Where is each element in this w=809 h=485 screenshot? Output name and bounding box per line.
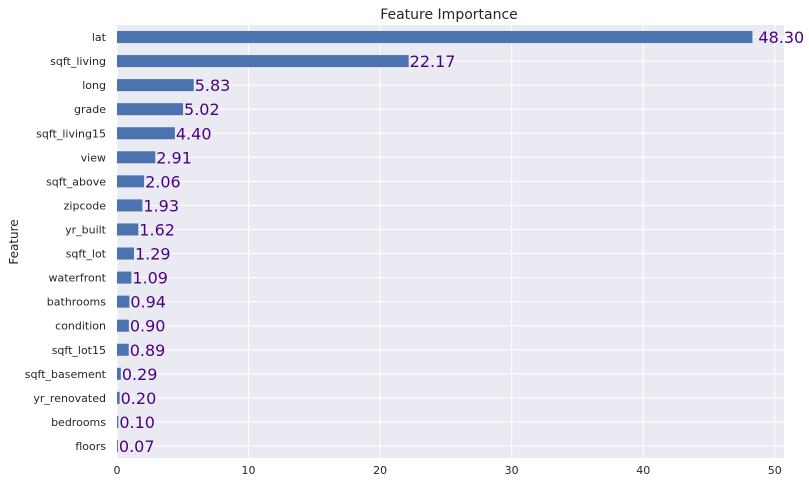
y-tick-label: sqft_basement (25, 368, 107, 381)
bar-sqft-above (117, 175, 145, 188)
plot-area (117, 25, 784, 458)
value-label: 0.90 (130, 317, 166, 336)
y-tick-label: sqft_above (46, 175, 106, 188)
bar-bathrooms (117, 295, 130, 308)
x-tick-label: 30 (505, 464, 519, 477)
value-label: 1.29 (135, 245, 171, 264)
value-label: 1.62 (139, 220, 175, 239)
bar-sqft-living15 (117, 127, 175, 140)
x-tick-labels: 0 10 20 30 40 50 (114, 464, 782, 477)
x-tick-label: 20 (373, 464, 387, 477)
value-labels: 48.30 22.17 5.83 5.02 4.40 2.91 2.06 1.93 1.62 1.… (119, 28, 804, 456)
value-label: 0.94 (130, 293, 166, 312)
bar-long (117, 79, 194, 92)
y-tick-label: yr_renovated (33, 392, 106, 405)
value-label: 0.29 (122, 365, 158, 384)
y-tick-label: sqft_living (50, 55, 106, 68)
bar-sqft-basement (117, 367, 121, 380)
x-tick-label: 50 (768, 464, 782, 477)
y-tick-label: waterfront (48, 272, 106, 285)
value-label: 2.06 (145, 172, 181, 191)
y-tick-label: condition (55, 320, 106, 333)
bars (117, 31, 753, 452)
x-tick-label: 0 (114, 464, 121, 477)
bar-condition (117, 319, 129, 332)
value-label: 0.20 (121, 389, 157, 408)
value-label: 0.89 (130, 341, 166, 360)
y-tick-label: sqft_lot (66, 248, 107, 261)
y-tick-label: floors (75, 440, 106, 453)
y-tick-label: zipcode (64, 199, 107, 212)
chart-title: Feature Importance (380, 7, 518, 23)
bar-sqft-living (117, 55, 409, 68)
bar-yr-renovated (117, 391, 120, 404)
value-label: 5.02 (184, 100, 220, 119)
bar-sqft-lot15 (117, 343, 129, 356)
bar-floors (117, 439, 118, 452)
value-label: 2.91 (156, 148, 192, 167)
y-tick-label: yr_built (65, 223, 107, 236)
y-tick-label: long (82, 79, 106, 92)
bar-view (117, 151, 156, 164)
y-tick-label: sqft_lot15 (52, 344, 106, 357)
value-label: 48.30 (758, 28, 804, 47)
value-label: 1.93 (143, 196, 179, 215)
bar-bedrooms (117, 415, 119, 428)
value-label: 0.10 (119, 413, 155, 432)
bar-waterfront (117, 271, 132, 284)
y-tick-label: bathrooms (47, 296, 106, 309)
value-label: 22.17 (410, 52, 456, 71)
bar-lat (117, 31, 753, 44)
y-tick-label: view (81, 151, 106, 164)
bar-yr-built (117, 223, 139, 236)
y-tick-label: bedrooms (51, 416, 106, 429)
value-label: 1.09 (132, 269, 168, 288)
bar-grade (117, 103, 184, 116)
y-axis-label: Feature (7, 219, 21, 264)
x-tick-label: 40 (636, 464, 650, 477)
value-label: 5.83 (195, 76, 231, 95)
y-tick-label: grade (74, 103, 106, 116)
value-label: 0.07 (119, 437, 155, 456)
x-tick-label: 10 (242, 464, 256, 477)
y-tick-label: sqft_living15 (36, 127, 106, 140)
grid (116, 25, 784, 458)
y-tick-label: lat (92, 31, 107, 44)
bar-sqft-lot (117, 247, 134, 260)
bar-zipcode (117, 199, 143, 212)
value-label: 4.40 (176, 124, 212, 143)
